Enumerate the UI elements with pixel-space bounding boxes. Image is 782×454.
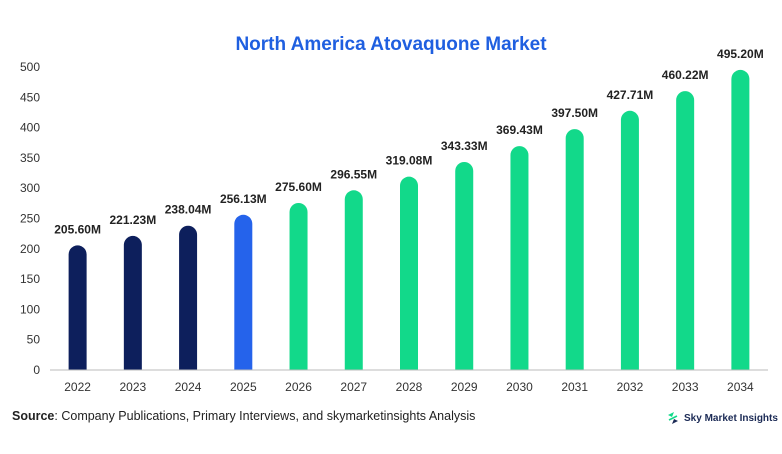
chart-title: North America Atovaquone Market [235, 34, 547, 55]
x-tick-label-2028: 2028 [396, 380, 423, 394]
bar-2032 [620, 110, 639, 370]
bars [68, 69, 750, 370]
source-note: Source: Company Publications, Primary In… [12, 409, 475, 423]
y-tick-label: 300 [20, 181, 40, 195]
y-tick-label: 100 [20, 302, 40, 316]
y-tick-label: 200 [20, 242, 40, 256]
y-tick-label: 400 [20, 121, 40, 135]
bar-2025 [234, 214, 253, 370]
brand-name: Sky Market Insights [684, 412, 778, 424]
bar-2034 [731, 69, 750, 370]
data-label-2034: 495.20M [717, 47, 764, 61]
x-tick-label-2033: 2033 [672, 380, 699, 394]
x-tick-label-2024: 2024 [175, 380, 202, 394]
data-label-2026: 275.60M [275, 180, 322, 194]
y-axis: 0 50 100 150 200 250 300 350 400 450 500 [20, 60, 40, 377]
y-tick-label: 0 [33, 363, 40, 377]
y-tick-label: 500 [20, 60, 40, 74]
bar-2023 [123, 235, 142, 370]
data-label-2022: 205.60M [54, 222, 101, 236]
x-tick-label-2025: 2025 [230, 380, 257, 394]
x-axis: 2022 2023 2024 2025 2026 2027 2028 2029 2030 2031… [50, 369, 768, 394]
data-label-2028: 319.08M [386, 154, 433, 168]
y-tick-label: 350 [20, 151, 40, 165]
x-tick-label-2034: 2034 [727, 380, 754, 394]
x-tick-label-2026: 2026 [285, 380, 312, 394]
bar-2029 [455, 161, 474, 370]
y-tick-label: 450 [20, 90, 40, 104]
y-tick-label: 150 [20, 272, 40, 286]
data-label-2029: 343.33M [441, 139, 488, 153]
x-tick-label-2023: 2023 [119, 380, 146, 394]
x-tick-label-2030: 2030 [506, 380, 533, 394]
x-tick-label-2031: 2031 [561, 380, 588, 394]
data-label-2030: 369.43M [496, 123, 543, 137]
data-label-2033: 460.22M [662, 68, 709, 82]
y-tick-label: 250 [20, 212, 40, 226]
data-label-2025: 256.13M [220, 192, 267, 206]
x-tick-label-2032: 2032 [617, 380, 644, 394]
x-tick-label-2027: 2027 [340, 380, 367, 394]
bar-2031 [565, 129, 584, 370]
brand-mark-icon [668, 412, 678, 424]
data-label-2023: 221.23M [109, 213, 156, 227]
source-label: Source [12, 409, 55, 423]
data-label-2032: 427.71M [607, 88, 654, 102]
bar-2027 [344, 190, 363, 370]
y-tick-label: 50 [27, 333, 41, 347]
bar-2030 [510, 146, 529, 370]
data-label-2024: 238.04M [165, 203, 212, 217]
source-text: : Company Publications, Primary Intervie… [54, 409, 476, 423]
x-tick-label-2029: 2029 [451, 380, 478, 394]
data-label-2027: 296.55M [330, 167, 377, 181]
brand-logo: Sky Market Insights [666, 411, 778, 425]
x-tick-label-2022: 2022 [64, 380, 91, 394]
data-labels: 205.60M 221.23M 238.04M 256.13M 275.60M 296.5… [54, 47, 763, 236]
bar-2028 [400, 176, 418, 370]
bar-2024 [179, 225, 198, 370]
data-label-2031: 397.50M [551, 106, 598, 120]
bar-2033 [676, 91, 695, 370]
bar-2026 [289, 202, 308, 370]
bar-2022 [68, 245, 87, 370]
